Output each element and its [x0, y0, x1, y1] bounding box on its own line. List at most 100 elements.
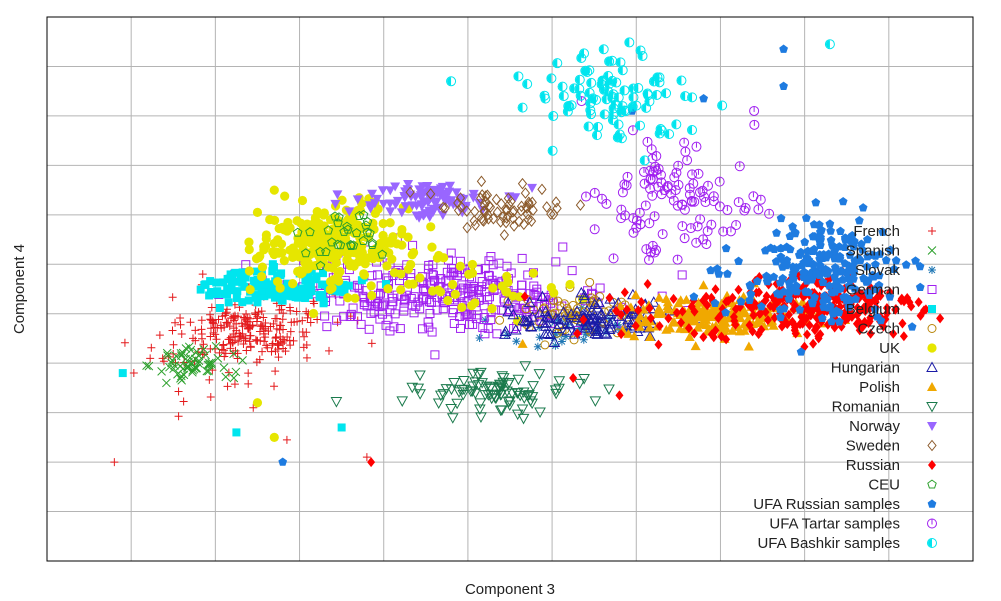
data-point: [232, 428, 241, 437]
data-point: [302, 219, 312, 229]
data-point: [271, 285, 280, 294]
data-point: [608, 103, 619, 114]
data-point: [176, 351, 186, 361]
data-point: [464, 269, 474, 279]
data-point: [462, 205, 472, 217]
data-point: [511, 388, 523, 399]
data-point: [445, 181, 456, 191]
data-point: [201, 350, 210, 360]
data-point: [367, 189, 378, 199]
legend-marker: [928, 266, 936, 274]
data-point: [612, 305, 621, 316]
data-point: [236, 331, 245, 340]
data-point: [526, 215, 537, 227]
data-point: [779, 44, 788, 53]
data-point: [257, 262, 268, 272]
data-point: [612, 132, 623, 143]
data-point: [426, 297, 436, 307]
data-point: [244, 237, 254, 247]
data-point: [517, 387, 530, 399]
data-point: [220, 352, 229, 361]
data-point: [631, 320, 640, 331]
data-point: [649, 211, 660, 222]
data-point: [455, 192, 466, 204]
data-point: [206, 277, 215, 286]
data-point: [446, 76, 457, 87]
data-point: [494, 258, 504, 268]
data-point: [300, 332, 309, 341]
data-point: [637, 50, 648, 61]
data-point: [552, 313, 564, 324]
data-point: [655, 169, 666, 180]
data-point: [804, 287, 813, 297]
data-point: [444, 187, 455, 197]
plot-frame: [46, 16, 974, 562]
data-point: [727, 325, 738, 335]
legend-label: UK: [879, 340, 900, 357]
data-point: [673, 160, 684, 171]
data-point: [465, 320, 475, 330]
data-point: [252, 267, 261, 276]
data-point: [162, 378, 171, 388]
data-point: [424, 322, 434, 332]
data-point: [580, 65, 591, 76]
data-point: [473, 286, 483, 296]
data-point: [390, 200, 401, 210]
data-point: [654, 128, 665, 139]
data-point: [377, 249, 388, 259]
data-point: [866, 328, 875, 339]
data-point: [548, 111, 559, 122]
data-point: [171, 358, 180, 367]
data-point: [646, 144, 657, 155]
data-point: [731, 304, 740, 315]
data-point: [475, 333, 484, 342]
legend-item: UFA Bashkir samples: [757, 535, 937, 552]
data-point: [228, 275, 237, 284]
data-point: [549, 288, 559, 298]
data-point: [672, 254, 683, 265]
data-point: [673, 179, 684, 190]
data-point: [213, 287, 222, 296]
data-point: [835, 317, 844, 326]
data-point: [515, 303, 525, 313]
data-point: [740, 308, 751, 318]
data-point: [687, 92, 698, 103]
y-axis-label: Component 4: [11, 244, 28, 334]
data-point: [302, 307, 311, 316]
data-point: [245, 285, 255, 295]
data-point: [426, 222, 436, 232]
data-point: [381, 238, 391, 248]
data-point: [252, 336, 261, 345]
data-point: [635, 311, 646, 321]
data-point: [553, 315, 562, 324]
data-point: [701, 314, 712, 324]
data-point: [854, 216, 864, 225]
data-point: [234, 337, 243, 346]
legend-marker: [927, 246, 937, 255]
data-point: [530, 291, 540, 301]
data-point: [448, 279, 458, 290]
data-point: [244, 296, 253, 305]
data-point: [315, 291, 324, 300]
data-point: [475, 192, 486, 205]
data-point: [349, 261, 359, 271]
data-point: [502, 287, 512, 297]
x-axis-label: Component 3: [465, 581, 555, 598]
data-point: [619, 85, 630, 96]
data-point: [405, 186, 415, 199]
data-point: [348, 240, 359, 250]
data-point: [595, 312, 607, 324]
data-point: [259, 329, 268, 338]
data-point: [626, 305, 639, 317]
data-point: [181, 344, 191, 353]
data-point: [403, 232, 413, 242]
data-point: [212, 278, 221, 287]
data-point: [221, 372, 231, 382]
data-point: [837, 267, 847, 276]
data-point: [171, 318, 180, 327]
data-point: [875, 249, 885, 258]
data-point: [557, 306, 570, 317]
data-point: [176, 320, 185, 329]
data-point: [643, 278, 652, 289]
data-point: [781, 260, 791, 270]
